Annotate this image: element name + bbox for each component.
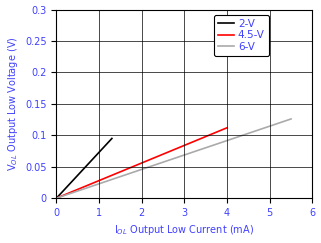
Line: 4.5-V: 4.5-V bbox=[56, 128, 227, 198]
2-V bbox=[110, 137, 114, 140]
Line: 2-V: 2-V bbox=[56, 139, 112, 198]
4.5-V bbox=[225, 126, 229, 129]
Y-axis label: V$_{OL}$ Output Low Voltage (V): V$_{OL}$ Output Low Voltage (V) bbox=[5, 36, 20, 171]
4.5-V bbox=[55, 197, 58, 200]
X-axis label: I$_{OL}$ Output Low Current (mA): I$_{OL}$ Output Low Current (mA) bbox=[114, 224, 255, 237]
Legend: 2-V, 4.5-V, 6-V: 2-V, 4.5-V, 6-V bbox=[214, 15, 269, 56]
2-V bbox=[55, 197, 58, 200]
